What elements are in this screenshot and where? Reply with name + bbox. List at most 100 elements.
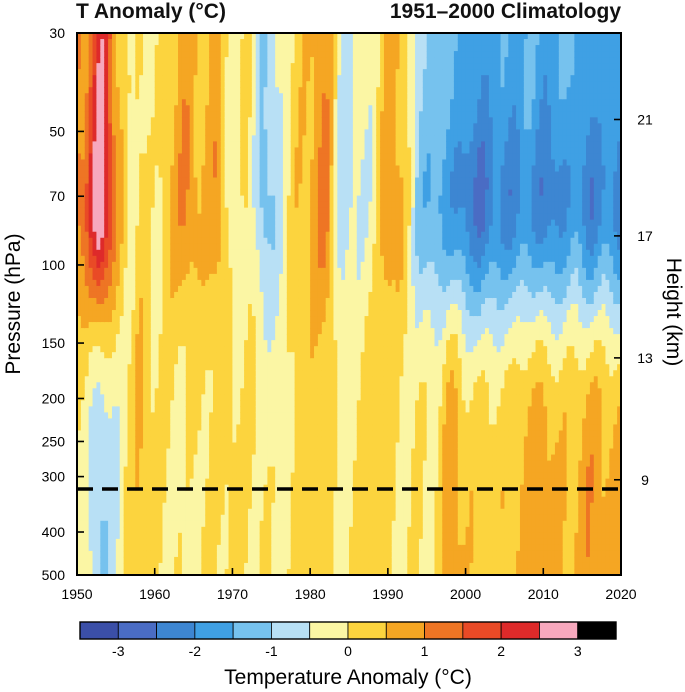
heatmap-cell xyxy=(111,478,117,486)
heatmap-cell xyxy=(143,171,148,179)
heatmap-cell xyxy=(135,526,140,534)
heatmap-cell xyxy=(166,39,171,46)
heatmap-cell xyxy=(290,129,296,136)
heatmap-cell xyxy=(263,388,268,395)
heatmap-cell xyxy=(267,33,272,40)
heatmap-cell xyxy=(150,273,156,281)
heatmap-cell xyxy=(213,63,218,70)
heatmap-cell xyxy=(170,562,175,570)
heatmap-cell xyxy=(80,147,86,155)
heatmap-cell xyxy=(92,514,98,522)
heatmap-cell xyxy=(240,171,245,179)
heatmap-cell xyxy=(143,201,148,209)
heatmap-cell xyxy=(197,370,202,377)
heatmap-cell xyxy=(139,177,144,185)
heatmap-cell xyxy=(228,502,234,510)
heatmap-cell xyxy=(178,568,183,575)
heatmap-cell xyxy=(244,520,249,528)
heatmap-cell xyxy=(205,159,210,167)
heatmap-cell xyxy=(240,448,245,456)
heatmap-cell xyxy=(154,267,160,275)
heatmap-cell xyxy=(166,159,171,167)
heatmap-cell xyxy=(263,93,268,100)
heatmap-cell xyxy=(244,328,249,335)
heatmap-cell xyxy=(240,231,245,239)
heatmap-cell xyxy=(259,490,265,498)
heatmap-cell xyxy=(247,310,253,317)
heatmap-cell xyxy=(209,334,214,341)
heatmap-cell xyxy=(123,195,129,203)
heatmap-cell xyxy=(166,454,171,462)
heatmap-cell xyxy=(88,316,94,323)
heatmap-cell xyxy=(108,370,113,377)
heatmap-cell xyxy=(209,382,214,389)
heatmap-cell xyxy=(166,129,171,136)
heatmap-cell xyxy=(80,81,86,88)
heatmap-cell xyxy=(170,63,175,70)
heatmap-cell xyxy=(271,406,276,413)
heatmap-cell xyxy=(115,412,121,420)
heatmap-cell xyxy=(185,310,191,317)
heatmap-cell xyxy=(162,346,167,353)
heatmap-cell xyxy=(220,39,226,46)
heatmap-cell xyxy=(189,225,195,233)
heatmap-cell xyxy=(193,322,199,329)
heatmap-cell xyxy=(282,189,288,197)
heatmap-cell xyxy=(178,159,183,167)
heatmap-cell xyxy=(201,490,206,498)
heatmap-cell xyxy=(279,147,284,155)
heatmap-cell xyxy=(236,550,241,558)
heatmap-cell xyxy=(139,346,144,353)
heatmap-cell xyxy=(84,243,90,251)
heatmap-cell xyxy=(263,310,268,317)
heatmap-cell xyxy=(104,225,109,233)
heatmap-cell xyxy=(162,231,167,239)
heatmap-cell xyxy=(286,454,292,462)
heatmap-cell xyxy=(275,243,280,251)
heatmap-cell xyxy=(181,129,187,136)
heatmap-cell xyxy=(247,340,253,347)
heatmap-cell xyxy=(213,430,218,438)
heatmap-cell xyxy=(108,225,113,233)
heatmap-cell xyxy=(251,291,257,299)
heatmap-cell xyxy=(104,63,109,70)
heatmap-cell xyxy=(166,460,171,468)
heatmap-cell xyxy=(193,472,199,480)
heatmap-cell xyxy=(80,448,86,456)
heatmap-cell xyxy=(279,87,284,94)
heatmap-cell xyxy=(236,520,241,528)
heatmap-cell xyxy=(174,243,179,251)
heatmap-cell xyxy=(201,165,206,173)
heatmap-cell xyxy=(209,39,214,46)
heatmap-cell xyxy=(150,201,156,209)
heatmap-cell xyxy=(181,550,187,558)
heatmap-cell xyxy=(123,261,129,269)
heatmap-cell xyxy=(224,57,230,64)
heatmap-cell xyxy=(197,297,202,305)
heatmap-cell xyxy=(255,201,261,209)
heatmap-cell xyxy=(127,388,132,395)
heatmap-cell xyxy=(139,291,144,299)
chart-title-left: T Anomaly (°C) xyxy=(76,0,226,23)
heatmap-cell xyxy=(143,297,148,305)
heatmap-cell xyxy=(240,304,245,311)
heatmap-cell xyxy=(166,285,171,293)
heatmap-cell xyxy=(162,550,167,558)
heatmap-cell xyxy=(135,171,140,179)
heatmap-cell xyxy=(275,496,280,504)
heatmap-cell xyxy=(240,261,245,269)
heatmap-cell xyxy=(251,297,257,305)
heatmap-cell xyxy=(282,177,288,185)
heatmap-cell xyxy=(193,237,199,245)
heatmap-cell xyxy=(162,273,167,281)
heatmap-cell xyxy=(84,213,90,221)
heatmap-cell xyxy=(220,171,226,179)
heatmap-cell xyxy=(80,141,86,149)
heatmap-cell xyxy=(123,358,129,365)
heatmap-cell xyxy=(88,478,94,486)
heatmap-cell xyxy=(185,243,191,251)
heatmap-cell xyxy=(104,466,109,474)
heatmap-cell xyxy=(131,310,136,317)
heatmap-cell xyxy=(244,490,249,498)
heatmap-cell xyxy=(189,412,195,420)
